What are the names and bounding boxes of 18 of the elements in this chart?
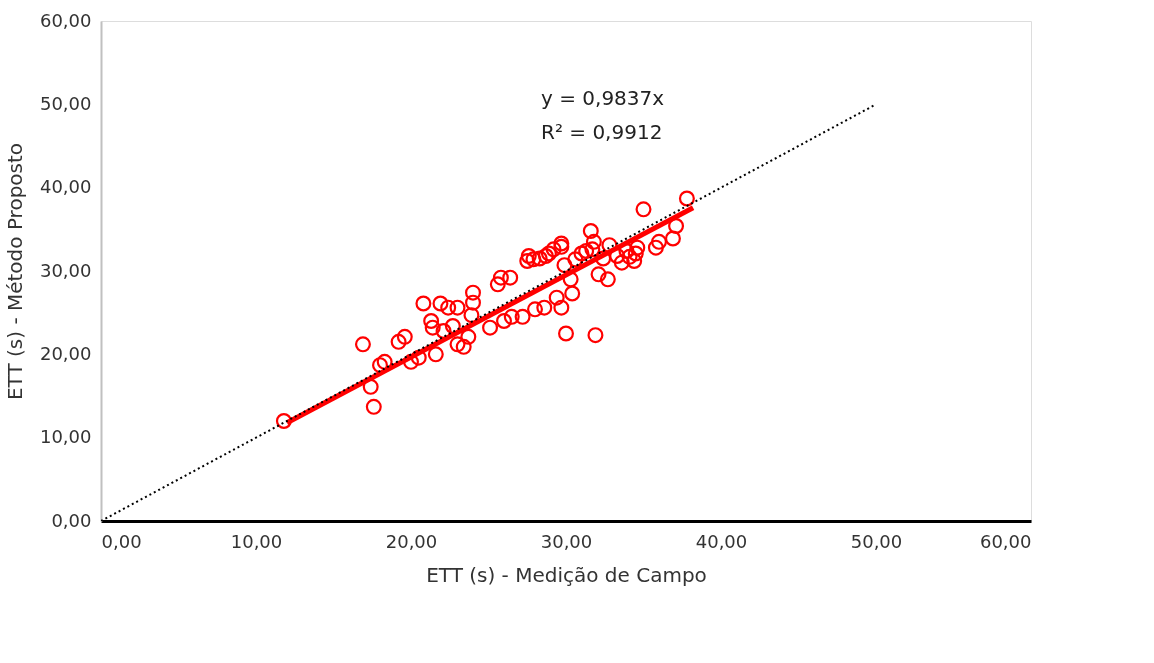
x-tick-label: 50,00 xyxy=(850,530,903,552)
y-tick-label: 20,00 xyxy=(39,342,92,364)
x-axis-title: ETT (s) - Medição de Campo xyxy=(426,562,707,587)
y-tick-label: 10,00 xyxy=(39,426,92,448)
x-tick-label: 20,00 xyxy=(385,530,438,552)
y-tick-label: 30,00 xyxy=(39,259,92,281)
x-tick-label: 10,00 xyxy=(230,530,283,552)
y-tick-label: 50,00 xyxy=(39,92,92,114)
y-axis-title: ETT (s) - Método Proposto xyxy=(2,142,27,401)
annotation: R² = 0,9912 xyxy=(541,120,663,144)
annotation: y = 0,9837x xyxy=(541,86,665,110)
x-tick-label: 40,00 xyxy=(695,530,748,552)
x-tick-label: 60,00 xyxy=(979,530,1032,552)
y-tick-label: 60,00 xyxy=(39,9,92,31)
x-tick-label: 0,00 xyxy=(101,530,142,552)
y-tick-label: 0,00 xyxy=(51,509,92,531)
y-tick-label: 40,00 xyxy=(39,176,92,198)
x-tick-label: 30,00 xyxy=(540,530,593,552)
